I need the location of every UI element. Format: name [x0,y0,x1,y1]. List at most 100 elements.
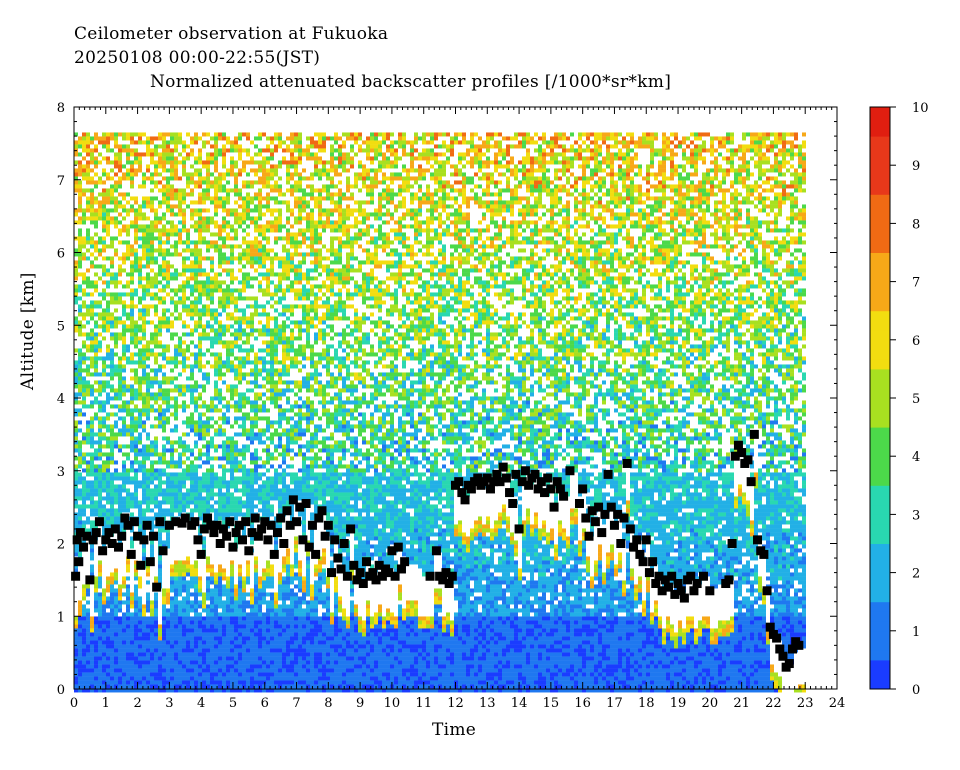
heatmap-cell [134,328,138,333]
heatmap-cell [266,640,270,645]
heatmap-cell [102,364,106,369]
heatmap-cell [222,188,226,193]
heatmap-cell [102,524,106,529]
heatmap-cell [126,388,130,393]
heatmap-cell [242,364,246,369]
heatmap-cell [274,240,278,245]
heatmap-cell [94,216,98,221]
heatmap-cell [126,444,130,449]
heatmap-cell [102,620,106,625]
heatmap-cell [106,680,110,685]
heatmap-cell [118,272,122,277]
heatmap-cell [238,496,242,501]
heatmap-cell [254,436,258,441]
heatmap-cell [86,320,90,325]
heatmap-cell [102,288,106,293]
heatmap-cell [226,576,230,581]
heatmap-cell [198,588,202,593]
heatmap-cell [90,472,94,477]
heatmap-cell [222,344,226,349]
heatmap-cell [82,512,86,517]
heatmap-cell [222,644,226,649]
heatmap-cell [114,600,118,605]
heatmap-cell [226,656,230,661]
heatmap-cell [198,200,202,205]
heatmap-cell [102,272,106,277]
heatmap-cell [222,504,226,509]
heatmap-cell [206,448,210,453]
heatmap-cell [246,372,250,377]
heatmap-cell [270,456,274,461]
heatmap-cell [110,260,114,265]
heatmap-cell [190,688,194,693]
heatmap-cell [190,352,194,357]
heatmap-cell [82,356,86,361]
heatmap-cell [86,588,90,593]
heatmap-cell [230,404,234,409]
heatmap-cell [206,608,210,613]
heatmap-cell [266,568,270,573]
heatmap-cell [126,596,130,601]
heatmap-cell [174,396,178,401]
heatmap-cell [214,328,218,333]
heatmap-cell [246,380,250,385]
heatmap-cell [266,208,270,213]
heatmap-cell [134,156,138,161]
heatmap-cell [86,148,90,153]
heatmap-cell [258,188,262,193]
heatmap-cell [146,448,150,453]
heatmap-cell [230,424,234,429]
heatmap-cell [258,284,262,289]
heatmap-cell [138,408,142,413]
heatmap-cell [266,584,270,589]
heatmap-cell [154,660,158,665]
heatmap-cell [194,464,198,469]
heatmap-cell [106,136,110,141]
heatmap-cell [78,632,82,637]
heatmap-cell [114,608,118,613]
heatmap-cell [262,568,266,573]
heatmap-cell [262,288,266,293]
heatmap-cell [122,452,126,457]
heatmap-cell [130,136,134,141]
heatmap-cell [274,352,278,357]
heatmap-cell [182,300,186,305]
heatmap-cell [190,636,194,641]
heatmap-cell [198,652,202,657]
heatmap-cell [274,400,278,405]
heatmap-cell [166,500,170,505]
heatmap-cell [170,320,174,325]
heatmap-cell [78,480,82,485]
heatmap-cell [142,640,146,645]
heatmap-cell [102,308,106,313]
heatmap-cell [154,676,158,681]
heatmap-cell [94,432,98,437]
heatmap-cell [222,196,226,201]
heatmap-cell [186,172,190,177]
heatmap-cell [94,196,98,201]
heatmap-cell [202,656,206,661]
heatmap-cell [146,628,150,633]
heatmap-cell [142,296,146,301]
heatmap-cell [238,344,242,349]
heatmap-cell [246,616,250,621]
heatmap-cell [182,600,186,605]
heatmap-cell [222,648,226,653]
heatmap-cell [146,656,150,661]
heatmap-cell [174,440,178,445]
heatmap-cell [278,136,282,141]
heatmap-cell [234,540,238,545]
heatmap-cell [194,264,198,269]
heatmap-cell [102,480,106,485]
heatmap-cell [254,676,258,681]
heatmap-cell [242,360,246,365]
heatmap-cell [74,488,78,493]
heatmap-cell [154,444,158,449]
heatmap-cell [134,232,138,237]
heatmap-cell [138,664,142,669]
heatmap-cell [234,388,238,393]
heatmap-cell [186,564,190,569]
heatmap-cell [74,660,78,665]
heatmap-cell [194,244,198,249]
heatmap-cell [242,600,246,605]
